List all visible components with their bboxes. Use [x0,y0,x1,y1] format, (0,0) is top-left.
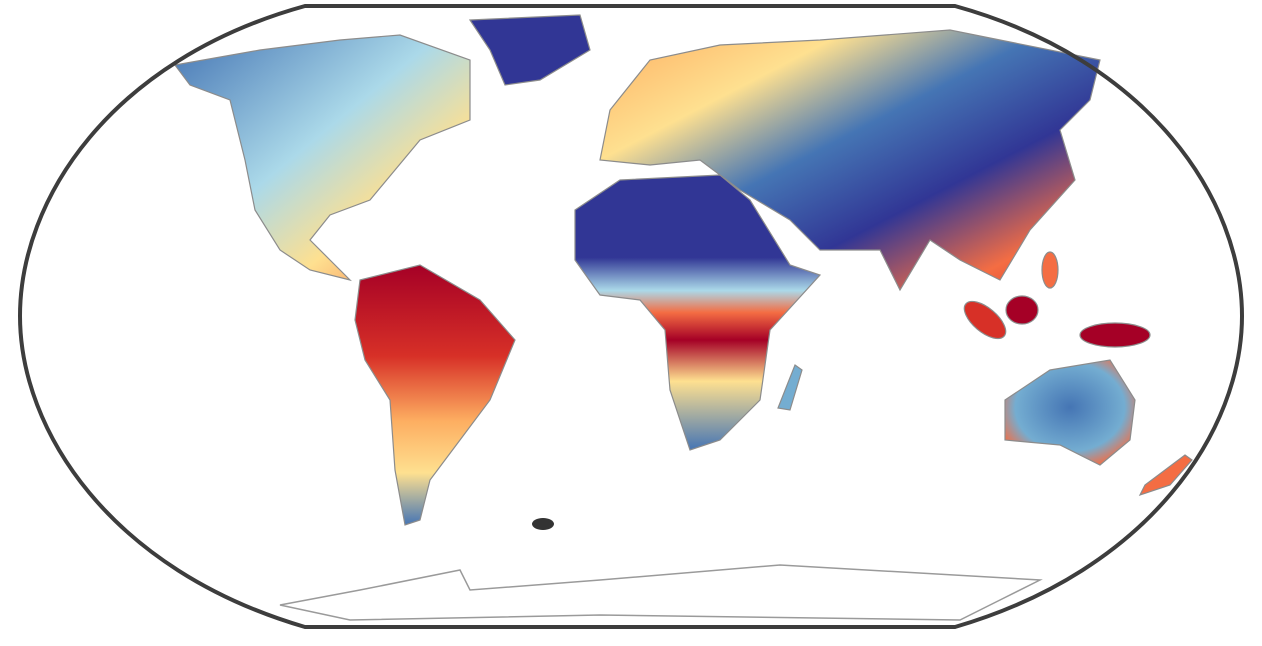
madagascar [777,364,803,411]
marker [532,518,554,530]
map-frame [17,3,1245,629]
eurasia [599,29,1101,292]
new-zealand [1138,454,1193,497]
island [1079,322,1151,348]
island [1005,295,1039,325]
australia [1004,359,1136,466]
africa [574,174,822,451]
north-america [173,34,471,282]
greenland [468,14,591,86]
island [1041,251,1059,289]
antarctica [279,564,1043,621]
south-america [354,264,516,526]
island [963,300,1007,340]
